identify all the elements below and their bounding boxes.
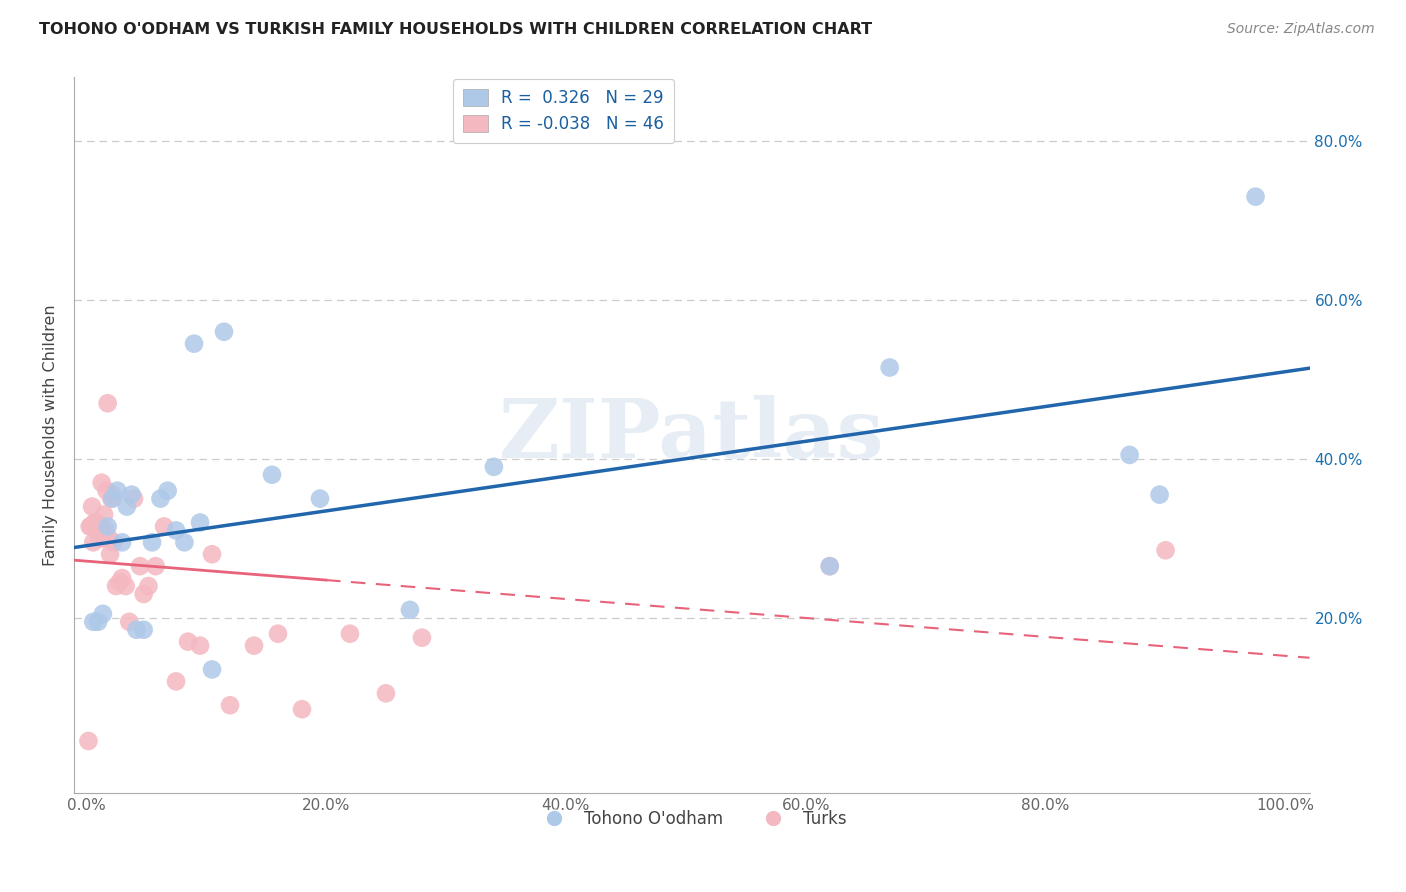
Point	[84, 516, 107, 530]
Point	[482, 459, 505, 474]
Point	[96, 483, 118, 498]
Text: Source: ZipAtlas.com: Source: ZipAtlas.com	[1227, 22, 1375, 37]
Point	[183, 336, 205, 351]
Point	[108, 575, 131, 590]
Point	[77, 734, 100, 748]
Point	[105, 483, 128, 498]
Point	[80, 519, 103, 533]
Point	[145, 559, 167, 574]
Point	[177, 634, 200, 648]
Point	[309, 491, 332, 506]
Point	[111, 571, 134, 585]
Point	[89, 524, 111, 538]
Point	[1118, 448, 1140, 462]
Point	[1149, 488, 1171, 502]
Point	[818, 559, 841, 574]
Point	[153, 519, 176, 533]
Point	[149, 491, 172, 506]
Point	[818, 559, 841, 574]
Point	[94, 524, 117, 538]
Point	[121, 488, 143, 502]
Point	[91, 532, 114, 546]
Point	[411, 631, 433, 645]
Point	[97, 532, 120, 546]
Point	[91, 607, 114, 621]
Point	[100, 491, 122, 506]
Point	[118, 615, 141, 629]
Point	[260, 467, 283, 482]
Point	[188, 516, 211, 530]
Point	[212, 325, 235, 339]
Point	[165, 524, 187, 538]
Point	[122, 491, 145, 506]
Point	[89, 532, 111, 546]
Point	[101, 491, 124, 506]
Point	[173, 535, 195, 549]
Text: ZIPatlas: ZIPatlas	[499, 395, 884, 475]
Point	[83, 516, 105, 530]
Point	[114, 579, 136, 593]
Point	[79, 519, 101, 533]
Point	[86, 516, 108, 530]
Point	[87, 615, 110, 629]
Point	[93, 508, 115, 522]
Point	[97, 396, 120, 410]
Point	[165, 674, 187, 689]
Point	[87, 524, 110, 538]
Point	[98, 547, 121, 561]
Point	[291, 702, 314, 716]
Point	[201, 663, 224, 677]
Point	[97, 519, 120, 533]
Point	[105, 579, 128, 593]
Point	[219, 698, 242, 713]
Point	[243, 639, 266, 653]
Point	[375, 686, 398, 700]
Point	[132, 587, 155, 601]
Point	[125, 623, 148, 637]
Legend: Tohono O'odham, Turks: Tohono O'odham, Turks	[530, 803, 853, 834]
Point	[1154, 543, 1177, 558]
Point	[188, 639, 211, 653]
Point	[201, 547, 224, 561]
Point	[90, 475, 112, 490]
Point	[339, 626, 361, 640]
Point	[129, 559, 152, 574]
Point	[399, 603, 422, 617]
Point	[82, 615, 104, 629]
Point	[80, 500, 103, 514]
Point	[879, 360, 901, 375]
Point	[82, 535, 104, 549]
Point	[156, 483, 179, 498]
Point	[138, 579, 160, 593]
Point	[115, 500, 138, 514]
Point	[101, 488, 124, 502]
Text: TOHONO O'ODHAM VS TURKISH FAMILY HOUSEHOLDS WITH CHILDREN CORRELATION CHART: TOHONO O'ODHAM VS TURKISH FAMILY HOUSEHO…	[39, 22, 873, 37]
Point	[111, 535, 134, 549]
Point	[103, 535, 125, 549]
Point	[267, 626, 290, 640]
Point	[1244, 189, 1267, 203]
Point	[141, 535, 163, 549]
Y-axis label: Family Households with Children: Family Households with Children	[44, 304, 58, 566]
Point	[132, 623, 155, 637]
